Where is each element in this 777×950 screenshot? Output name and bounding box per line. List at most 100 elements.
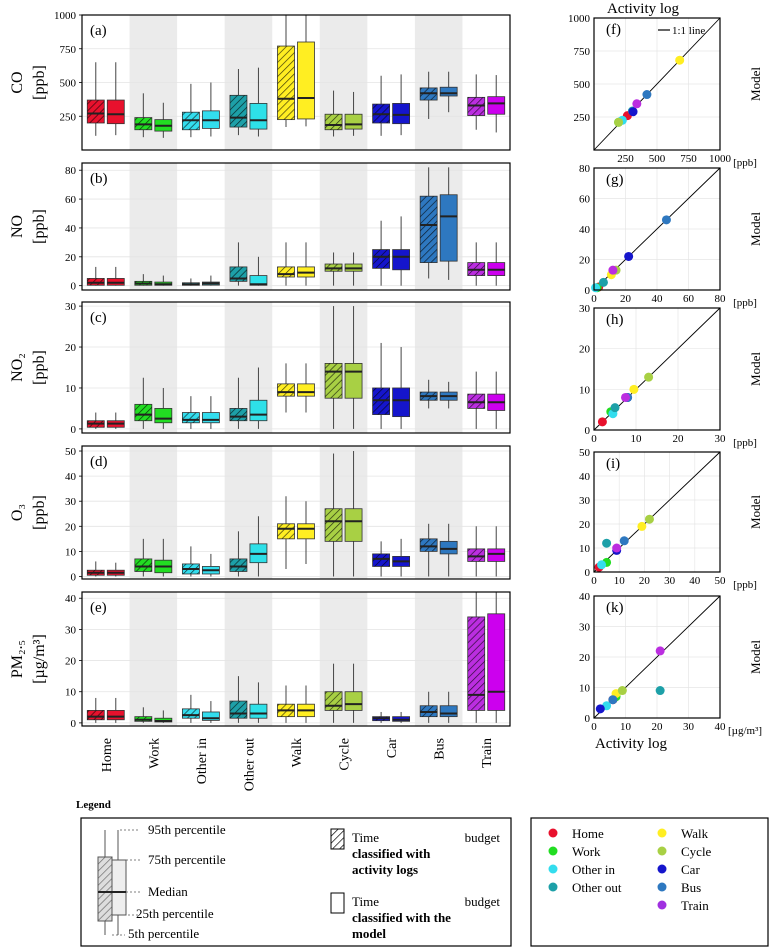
box-model-car bbox=[392, 347, 411, 429]
scatter-x-tick-label: 40 bbox=[715, 721, 727, 733]
color-legend-label: Car bbox=[681, 862, 700, 877]
legend-frame bbox=[80, 817, 512, 947]
category-label: Other out bbox=[242, 738, 257, 791]
y-tick-label: 500 bbox=[60, 78, 77, 90]
y-tick-label: 50 bbox=[65, 446, 77, 458]
box-model-home bbox=[106, 412, 125, 429]
scatter-y-axis-label: Model bbox=[748, 212, 763, 246]
scatter-point-other-in bbox=[591, 283, 601, 293]
box bbox=[201, 412, 220, 424]
scatter-point-train bbox=[621, 392, 630, 402]
scatter-x-tick-label: 20 bbox=[652, 721, 664, 733]
y-tick-label: 20 bbox=[65, 656, 77, 668]
box bbox=[106, 99, 125, 125]
box-hatch bbox=[325, 363, 343, 399]
panel-letter: (a) bbox=[90, 23, 107, 39]
box-activity-log-walk bbox=[277, 685, 295, 723]
y-axis-unit: [µg/m³] bbox=[31, 634, 48, 684]
scatter-y-tick-label: 20 bbox=[579, 344, 591, 356]
one-to-one-line bbox=[593, 17, 721, 151]
scatter-point-cycle bbox=[644, 372, 654, 382]
box-model-walk bbox=[297, 242, 315, 286]
color-legend-dot bbox=[657, 846, 667, 856]
scatter-x-tick-label: 30 bbox=[664, 575, 676, 587]
color-legend-item: Walk bbox=[657, 826, 709, 841]
color-legend-label: Other in bbox=[572, 862, 615, 877]
box-model-train bbox=[487, 592, 506, 723]
box-model-work bbox=[154, 102, 173, 138]
y-tick-label: 30 bbox=[65, 624, 77, 636]
scatter-x-tick-label: 10 bbox=[631, 433, 643, 445]
scatter-point-other-in bbox=[597, 560, 607, 570]
scatter-x-tick-label: 0 bbox=[591, 433, 597, 445]
box bbox=[154, 408, 173, 424]
scatter-panel-2: 00 20 20 40 40 60 60 80 80 (g) Model [ppb] bbox=[579, 163, 763, 309]
y-axis-unit: [ppb] bbox=[31, 495, 48, 530]
box bbox=[106, 710, 125, 721]
box-panel-2: 0 20 40 60 80 (b) NO [ppb] bbox=[9, 162, 511, 293]
scatter-point-home bbox=[597, 417, 607, 427]
shaded-column bbox=[414, 592, 463, 726]
box-model-walk bbox=[297, 363, 315, 413]
box-model-other-in bbox=[201, 82, 220, 137]
color-legend-frame bbox=[530, 817, 769, 947]
scatter-y-tick-label: 0 bbox=[585, 425, 591, 437]
panel-frame bbox=[81, 162, 511, 291]
scatter-y-tick-label: 40 bbox=[579, 224, 591, 236]
scatter-y-tick-label: 1000 bbox=[568, 13, 591, 25]
y-tick-label: 0 bbox=[71, 571, 77, 583]
box bbox=[297, 523, 315, 540]
scatter-y-tick-label: 20 bbox=[579, 652, 591, 664]
scatter-y-tick-label: 0 bbox=[585, 713, 591, 725]
box-activity-log-home bbox=[86, 697, 105, 723]
box bbox=[487, 548, 506, 562]
legend-p75: 75th percentile bbox=[148, 852, 226, 867]
box-activity-log-car bbox=[372, 220, 391, 286]
y-tick-label: 10 bbox=[65, 383, 77, 395]
box-hatch bbox=[277, 523, 295, 539]
scatter-y-tick-label: 80 bbox=[579, 163, 591, 175]
box-hatch bbox=[229, 558, 247, 572]
scatter-point-other-out bbox=[598, 277, 608, 287]
color-legend-label: Work bbox=[572, 844, 601, 859]
scatter-x-tick-label: 10 bbox=[620, 721, 632, 733]
box-activity-log-home bbox=[86, 561, 105, 577]
box-model-train bbox=[487, 371, 506, 429]
box-activity-log-home bbox=[86, 412, 105, 429]
box bbox=[297, 383, 315, 397]
box-model-work bbox=[154, 538, 173, 577]
y-tick-label: 20 bbox=[65, 252, 77, 264]
box-panel-1: 250 500 750 1000 (a) CO [ppb] bbox=[9, 10, 511, 151]
scatter-point-other-out bbox=[655, 686, 665, 696]
color-legend-dot bbox=[657, 828, 667, 838]
y-tick-label: 10 bbox=[65, 546, 77, 558]
y-tick-label: 40 bbox=[65, 593, 77, 605]
scatter-point-bus bbox=[642, 90, 652, 100]
color-legend-item: Other in bbox=[548, 862, 615, 877]
category-label: Work bbox=[147, 738, 162, 769]
scatter-frame bbox=[593, 167, 721, 291]
color-legend-item: Cycle bbox=[657, 844, 712, 859]
box bbox=[439, 86, 458, 97]
box-activity-log-walk bbox=[277, 496, 295, 569]
box-activity-log-home bbox=[86, 62, 105, 136]
box-activity-log-work bbox=[134, 707, 153, 723]
box-activity-log-other-in bbox=[181, 694, 200, 723]
scatter-x-tick-label: 50 bbox=[715, 575, 727, 587]
color-legend-item: Work bbox=[548, 844, 601, 859]
box-activity-log-bus bbox=[419, 167, 438, 279]
box-hatch bbox=[182, 708, 200, 719]
box-activity-log-work bbox=[134, 274, 153, 286]
box-hatch bbox=[467, 548, 485, 562]
scatter-panel-letter: (i) bbox=[606, 456, 620, 472]
box-model-cycle bbox=[344, 252, 363, 286]
box-model-walk bbox=[297, 15, 315, 127]
box-hatch bbox=[325, 691, 343, 711]
scatter-y-axis-label: Model bbox=[748, 640, 763, 674]
box-activity-log-car bbox=[372, 342, 391, 429]
box-activity-log-other-in bbox=[181, 396, 200, 429]
scatter-y-tick-label: 250 bbox=[574, 112, 591, 124]
box bbox=[249, 275, 268, 286]
scatter-y-tick-label: 20 bbox=[579, 519, 591, 531]
scatter-unit-label: [ppb] bbox=[733, 157, 757, 169]
